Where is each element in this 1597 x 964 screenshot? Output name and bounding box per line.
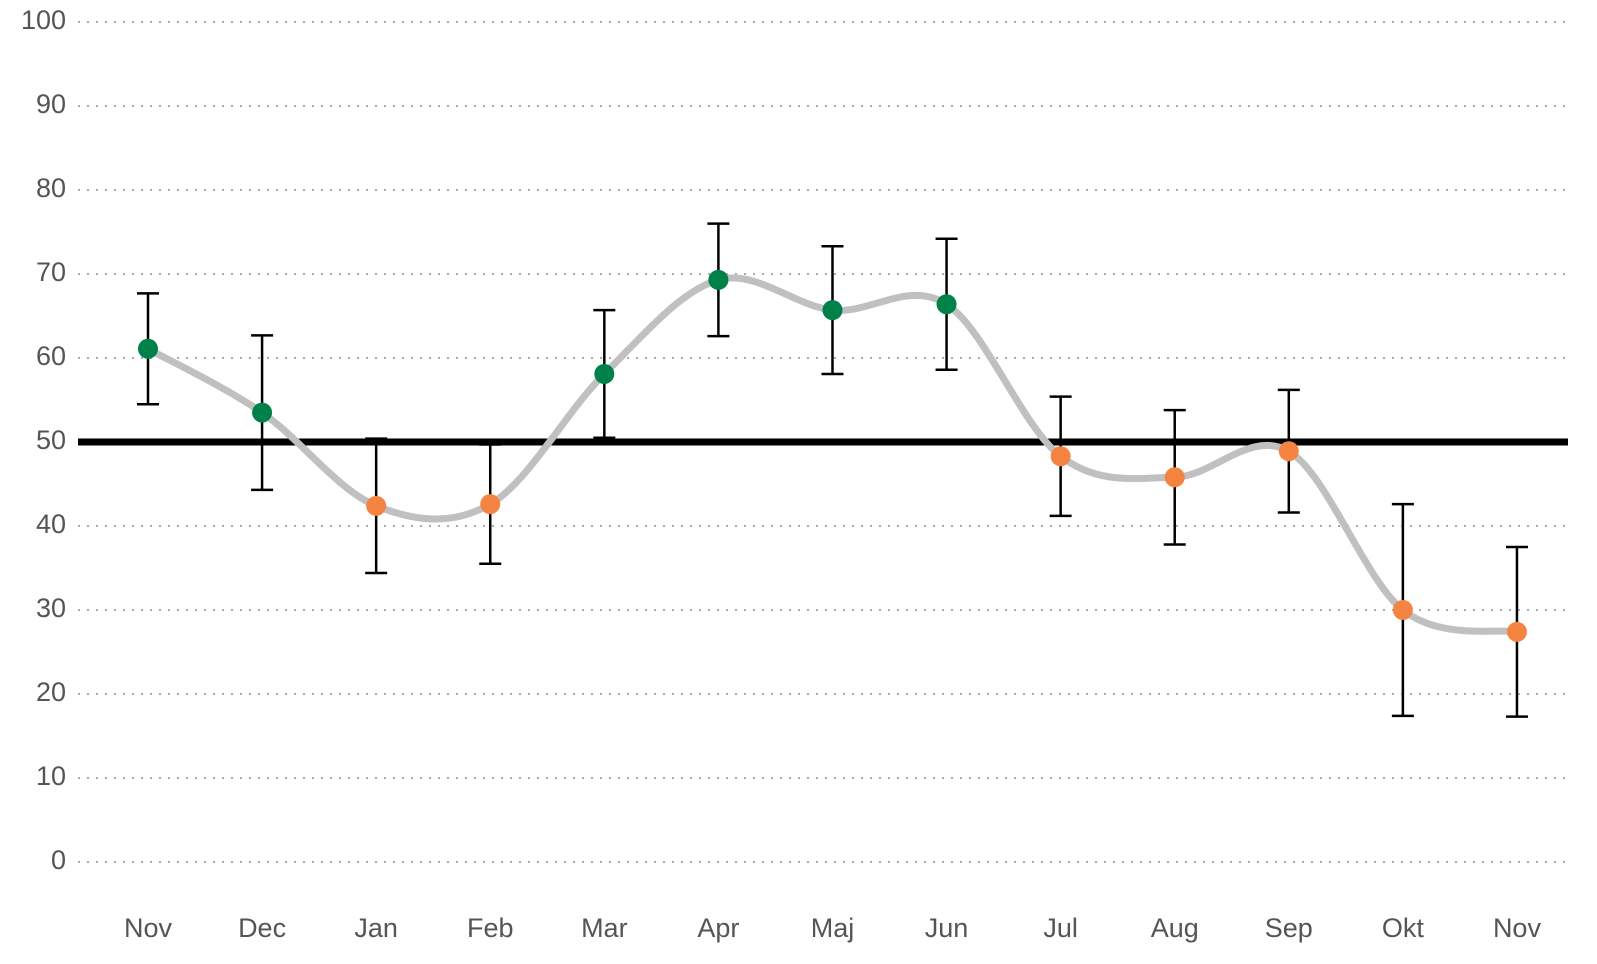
x-tick-label: Maj — [811, 913, 855, 943]
data-point — [594, 363, 615, 384]
y-tick-label: 90 — [36, 89, 66, 119]
x-tick-label: Mar — [581, 913, 628, 943]
data-point — [1050, 446, 1071, 467]
y-tick-label: 80 — [36, 173, 66, 203]
data-point — [480, 494, 501, 515]
data-point — [252, 402, 273, 423]
x-tick-label: Feb — [467, 913, 514, 943]
x-tick-label: Apr — [697, 913, 739, 943]
x-tick-label: Okt — [1382, 913, 1425, 943]
x-tick-label: Dec — [238, 913, 286, 943]
data-point — [138, 338, 158, 359]
y-tick-label: 60 — [36, 341, 66, 371]
data-point — [1392, 600, 1413, 620]
y-tick-label: 100 — [21, 5, 66, 35]
x-tick-label: Jul — [1043, 913, 1078, 943]
x-tick-label: Nov — [1493, 913, 1542, 943]
x-tick-label: Aug — [1151, 913, 1199, 943]
x-tick-label: Jun — [925, 913, 969, 943]
y-tick-label: 20 — [36, 677, 66, 707]
y-tick-label: 10 — [36, 761, 66, 791]
data-point — [1278, 441, 1299, 462]
x-tick-label: Nov — [124, 913, 173, 943]
data-point — [822, 300, 843, 321]
x-tick-label: Jan — [354, 913, 398, 943]
y-tick-label: 30 — [36, 593, 66, 623]
data-point — [366, 495, 387, 516]
y-tick-label: 50 — [36, 425, 66, 455]
y-tick-label: 70 — [36, 257, 66, 287]
y-tick-label: 0 — [51, 845, 66, 875]
data-point — [1164, 467, 1185, 488]
data-point — [708, 269, 729, 290]
x-tick-label: Sep — [1265, 913, 1313, 943]
data-point — [936, 294, 957, 315]
y-tick-label: 40 — [36, 509, 66, 539]
data-point — [1506, 621, 1527, 642]
